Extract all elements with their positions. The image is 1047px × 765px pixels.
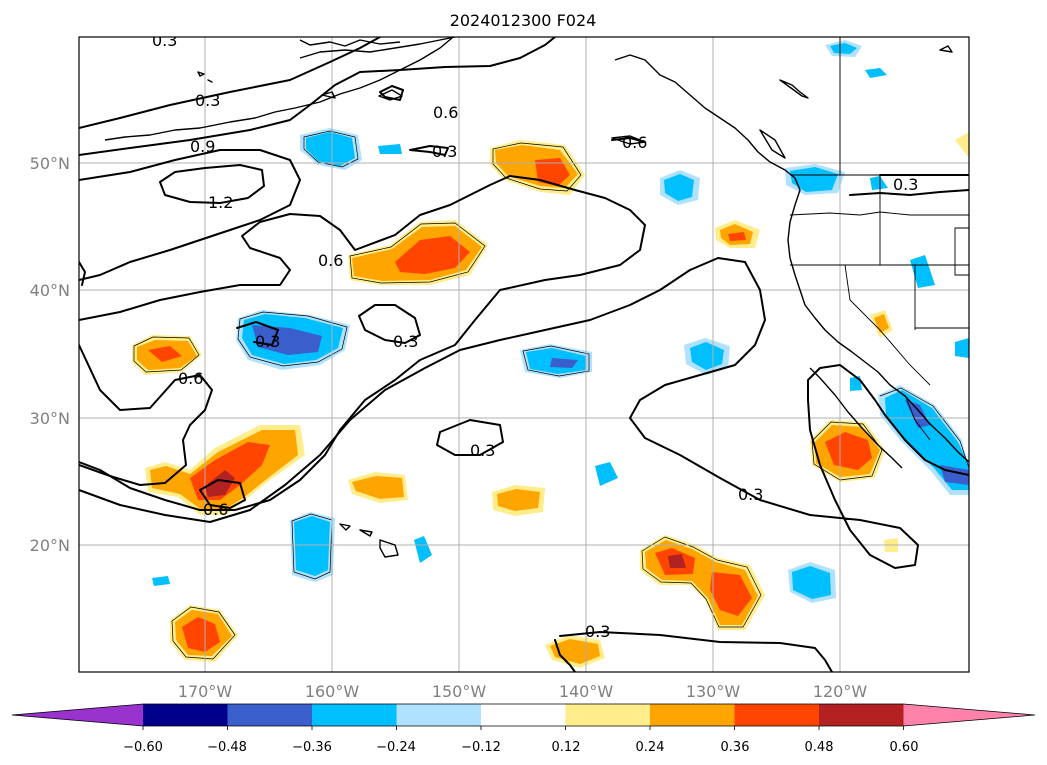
pos-blob-9 <box>810 420 885 482</box>
lat-label: 30°N <box>30 409 70 428</box>
contour-label: 0.6 <box>433 103 458 122</box>
colorbar <box>11 703 1036 730</box>
pos-blob-10 <box>715 220 760 248</box>
contour-lines <box>79 37 969 672</box>
neg-blob-5 <box>684 338 730 375</box>
contour-label: 0.6 <box>622 133 647 152</box>
neg-blob-7 <box>785 164 845 195</box>
colorbar-tick-label: 0.24 <box>636 740 665 755</box>
colorbar-tick-label: −0.24 <box>376 740 416 755</box>
lon-label: 170°W <box>178 682 233 701</box>
colorbar-segment <box>396 704 482 726</box>
coastlines <box>104 37 969 558</box>
contour-label: 0.3 <box>585 622 610 641</box>
colorbar-segment <box>481 704 566 726</box>
pos-blob-small <box>870 132 969 552</box>
lon-label: 120°W <box>813 682 868 701</box>
contour-label: 0.3 <box>893 175 918 194</box>
pos-blob-6 <box>492 485 545 516</box>
longitude-labels: 170°W 160°W 150°W 140°W 130°W 120°W <box>178 682 868 701</box>
fill-edges <box>133 130 969 660</box>
contour-label: 0.3 <box>738 485 763 504</box>
colorbar-tick-label: −0.60 <box>123 740 163 755</box>
chart-title: 2024012300 F024 <box>450 11 597 30</box>
colorbar-tick-labels: −0.60 −0.48 −0.36 −0.24 −0.12 0.12 0.24 … <box>123 740 918 755</box>
neg-blob-8 <box>878 385 969 495</box>
contour-label: 0.3 <box>393 332 418 351</box>
contour-label: 0.3 <box>470 441 495 460</box>
pos-blob-1 <box>490 140 585 195</box>
lon-label: 130°W <box>686 682 741 701</box>
colorbar-extend-min <box>12 704 143 726</box>
political-borders <box>789 37 969 441</box>
neg-blob-6 <box>660 170 700 205</box>
neg-blob-3 <box>520 344 592 378</box>
lat-label: 40°N <box>30 281 70 300</box>
colorbar-tick-label: 0.48 <box>805 740 834 755</box>
colorbar-tick-label: −0.36 <box>292 740 332 755</box>
contour-label: 0.3 <box>195 91 220 110</box>
graticule <box>79 37 969 672</box>
lon-label: 150°W <box>432 682 487 701</box>
pos-blob-5 <box>348 472 408 503</box>
latitude-labels: 50°N 40°N 30°N 20°N <box>30 154 70 555</box>
colorbar-extend-max <box>903 704 1035 726</box>
colorbar-tick-label: −0.48 <box>207 740 247 755</box>
colorbar-segment <box>650 704 735 726</box>
contour-label: 0.3 <box>432 142 457 161</box>
contour-label: 0.3 <box>152 31 177 50</box>
lat-label: 50°N <box>30 154 70 173</box>
colorbar-segment <box>819 704 904 726</box>
pos-blob-7 <box>170 605 238 662</box>
neg-blob-4 <box>290 512 335 582</box>
colorbar-tick-label: 0.60 <box>890 740 919 755</box>
colorbar-tick-label: 0.36 <box>721 740 750 755</box>
anomaly-fills <box>132 40 969 668</box>
pos-blob-3 <box>132 335 202 375</box>
pos-blob-8 <box>640 535 765 630</box>
contour-label: 0.6 <box>203 500 228 519</box>
colorbar-segment <box>734 704 820 726</box>
neg-blob-10 <box>825 40 862 57</box>
colorbar-segment <box>227 704 313 726</box>
map-frame <box>78 36 970 673</box>
neg-blob-9 <box>788 562 836 603</box>
colorbar-tick-label: 0.12 <box>552 740 581 755</box>
colorbar-tick-label: −0.12 <box>461 740 501 755</box>
contour-label: 0.6 <box>178 369 203 388</box>
pos-blob-2 <box>348 220 488 285</box>
lat-label: 20°N <box>30 536 70 555</box>
lon-label: 160°W <box>305 682 360 701</box>
map-area: 0.3 0.3 0.6 0.9 1.2 0.3 0.6 0.6 0.3 0.3 … <box>79 31 969 672</box>
contour-label: 0.6 <box>318 251 343 270</box>
lon-label: 140°W <box>559 682 614 701</box>
colorbar-segment <box>312 704 397 726</box>
contour-label: 0.3 <box>255 332 280 351</box>
colorbar-segment <box>143 704 228 726</box>
colorbar-segment <box>565 704 651 726</box>
contour-label: 0.9 <box>190 137 215 156</box>
contour-label: 1.2 <box>208 193 233 212</box>
contour-label-group: 0.3 0.3 0.6 0.9 1.2 0.3 0.6 0.6 0.3 0.3 … <box>152 31 918 641</box>
